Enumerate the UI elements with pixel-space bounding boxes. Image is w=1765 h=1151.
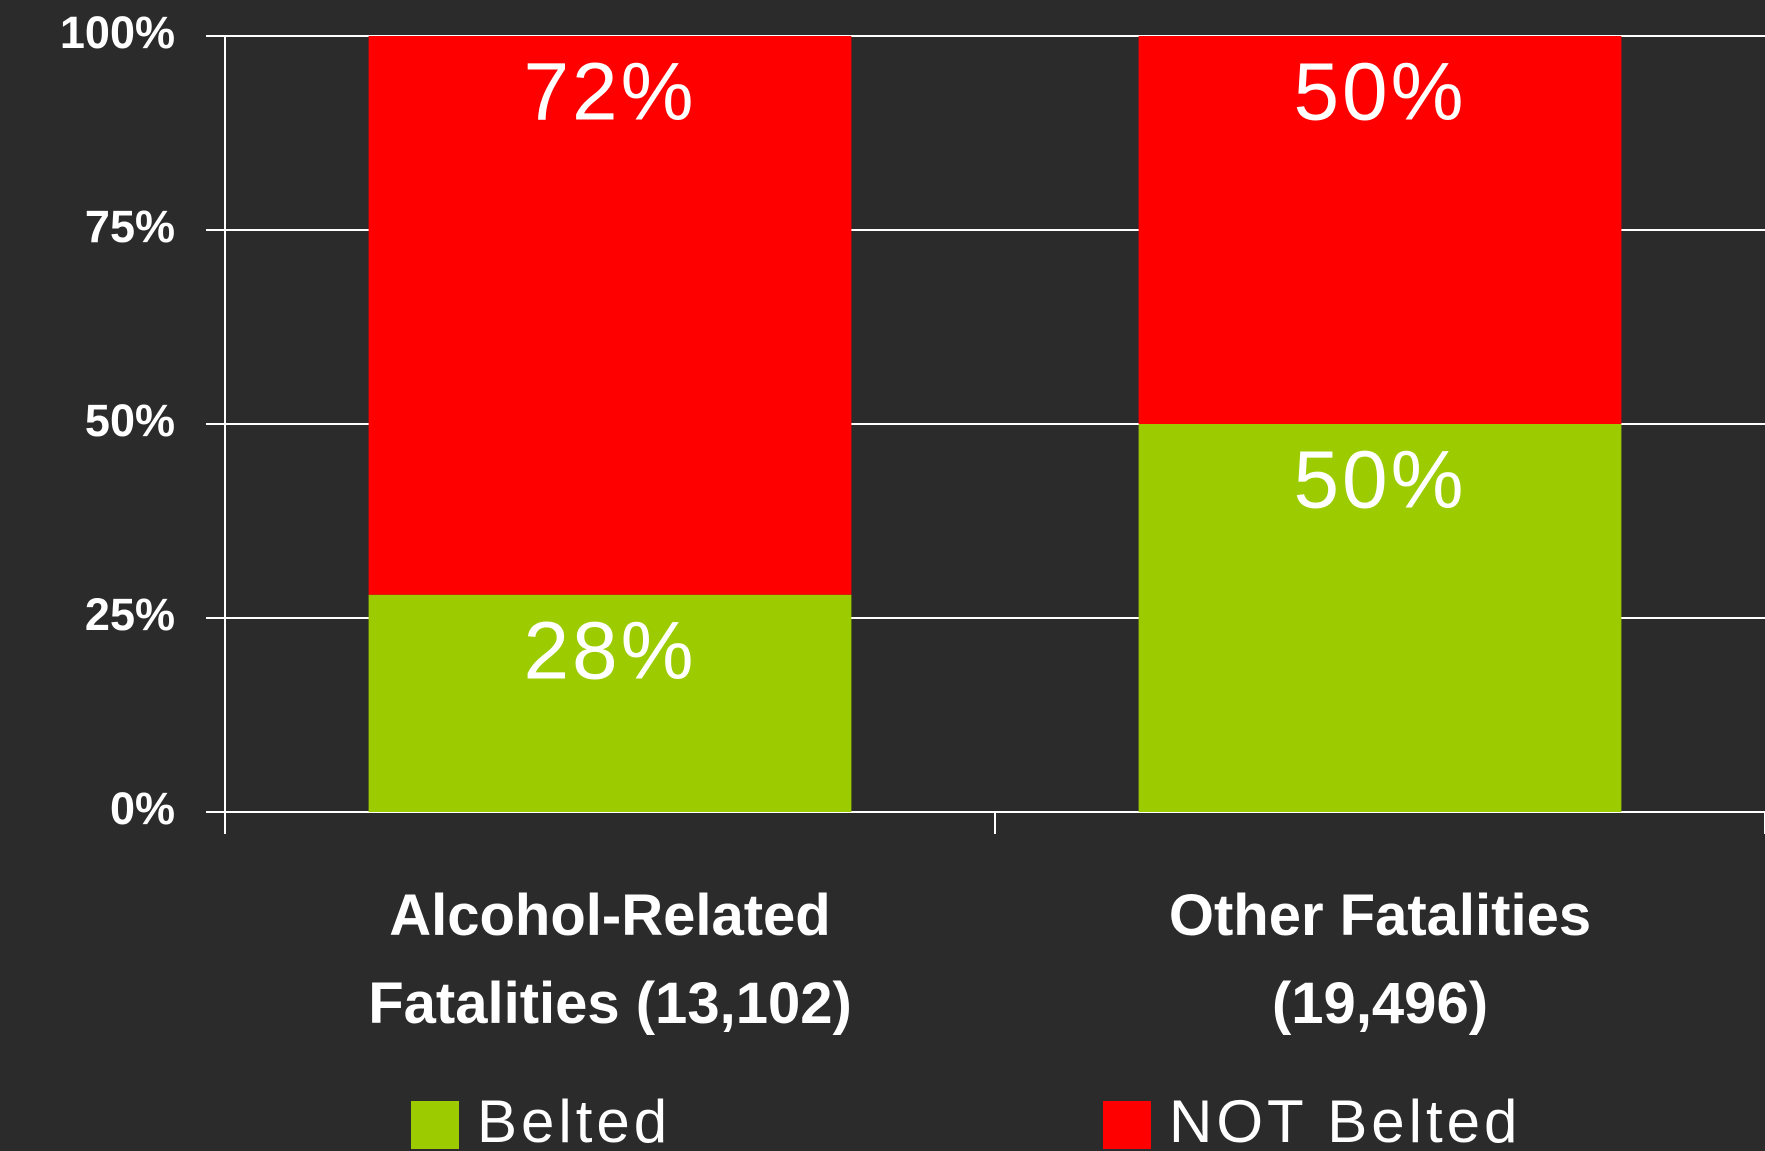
legend-swatch [1103, 1101, 1151, 1149]
legend-label: Belted [477, 1088, 671, 1151]
data-label: 50% [1293, 435, 1466, 526]
y-tick-label: 50% [85, 395, 175, 446]
y-tick-label: 0% [110, 783, 175, 834]
bar-segment [1138, 36, 1622, 424]
bar-segment [1138, 424, 1622, 812]
legend-label: NOT Belted [1169, 1088, 1521, 1151]
x-tick-label: Alcohol-Related Fatalities (13,102) [368, 883, 852, 1036]
x-tick-label: Other Fatalities (19,496) [1168, 883, 1592, 1036]
y-tick-label: 25% [85, 589, 175, 640]
data-label: 50% [1293, 47, 1466, 138]
y-tick-label: 75% [85, 201, 175, 252]
legend-swatch [411, 1101, 459, 1149]
bar-segment [368, 36, 852, 595]
data-label: 72% [523, 47, 696, 138]
data-label: 28% [523, 605, 696, 696]
bar-segment [368, 594, 852, 812]
y-tick-label: 100% [60, 7, 175, 58]
